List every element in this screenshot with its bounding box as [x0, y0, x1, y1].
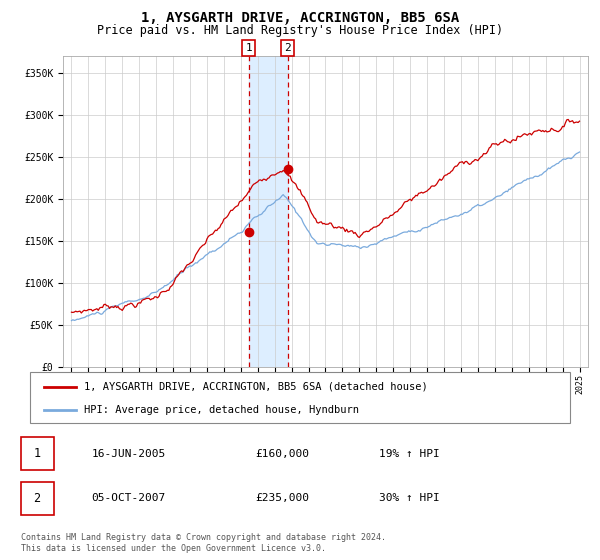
Bar: [248, 56, 287, 367]
Text: 1: 1: [34, 447, 41, 460]
Text: 05-OCT-2007: 05-OCT-2007: [91, 493, 166, 503]
Text: £160,000: £160,000: [255, 449, 309, 459]
Text: 19% ↑ HPI: 19% ↑ HPI: [379, 449, 440, 459]
Text: 2: 2: [34, 492, 41, 505]
Text: 1: 1: [245, 43, 252, 53]
Text: 2: 2: [284, 43, 291, 53]
Text: Price paid vs. HM Land Registry's House Price Index (HPI): Price paid vs. HM Land Registry's House …: [97, 24, 503, 36]
Text: 1, AYSGARTH DRIVE, ACCRINGTON, BB5 6SA: 1, AYSGARTH DRIVE, ACCRINGTON, BB5 6SA: [141, 11, 459, 25]
Text: HPI: Average price, detached house, Hyndburn: HPI: Average price, detached house, Hynd…: [84, 405, 359, 415]
Text: 30% ↑ HPI: 30% ↑ HPI: [379, 493, 440, 503]
Text: 1, AYSGARTH DRIVE, ACCRINGTON, BB5 6SA (detached house): 1, AYSGARTH DRIVE, ACCRINGTON, BB5 6SA (…: [84, 381, 428, 391]
FancyBboxPatch shape: [21, 437, 53, 470]
Text: £235,000: £235,000: [255, 493, 309, 503]
FancyBboxPatch shape: [21, 482, 53, 515]
Text: 16-JUN-2005: 16-JUN-2005: [91, 449, 166, 459]
FancyBboxPatch shape: [30, 372, 570, 423]
Text: Contains HM Land Registry data © Crown copyright and database right 2024.
This d: Contains HM Land Registry data © Crown c…: [21, 533, 386, 553]
